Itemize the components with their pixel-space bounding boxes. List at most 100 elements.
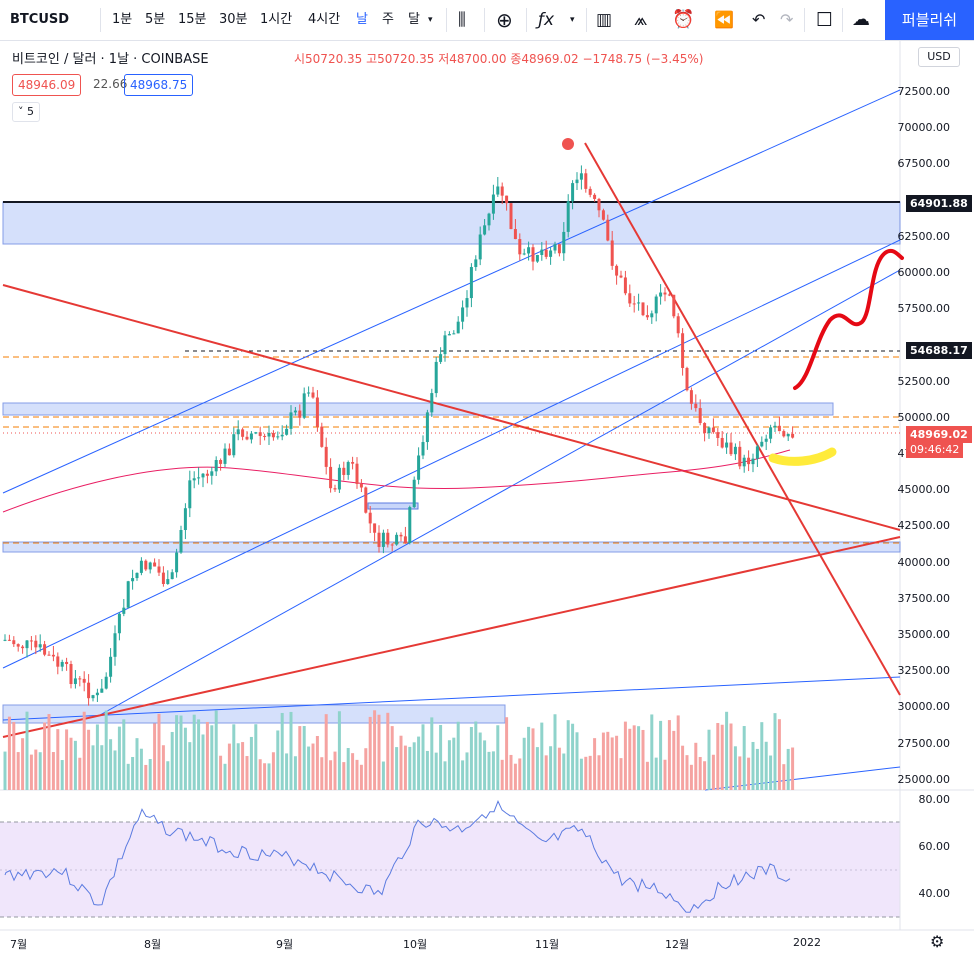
volume-bar [232, 724, 236, 790]
moving-average-line [2, 449, 791, 513]
candle-body [333, 488, 337, 490]
interval-5m[interactable]: 5분 [145, 12, 166, 27]
candle-body [588, 188, 592, 195]
candle-body [430, 393, 434, 413]
volume-bar [122, 719, 126, 790]
interval-4h[interactable]: 4시간 [308, 12, 341, 27]
volume-bar [197, 719, 201, 790]
interval-15m[interactable]: 15분 [178, 12, 207, 27]
candle-body [606, 219, 610, 241]
candle-body [527, 247, 531, 254]
interval-week[interactable]: 주 [382, 12, 394, 27]
candle-body [29, 640, 33, 642]
candle-body [179, 530, 183, 553]
volume-bar [491, 751, 495, 790]
volume-bar [95, 724, 99, 790]
alert-icon[interactable]: ⏰ [672, 9, 695, 30]
spread-value: 22.66 [93, 77, 128, 91]
volume-bar [500, 759, 504, 790]
volume-bar [12, 722, 16, 790]
interval-1m[interactable]: 1분 [112, 12, 133, 27]
candle-body [667, 294, 671, 296]
price-axis-label: 50000.00 [897, 410, 951, 424]
mid-zone [2, 402, 834, 416]
candle-body [689, 390, 693, 404]
candles-icon[interactable]: ⫼ [458, 10, 466, 30]
interval-month[interactable]: 달 [408, 12, 420, 27]
candle-body [373, 523, 377, 533]
volume-bar [91, 745, 95, 790]
price-axis-label: 40000.00 [897, 555, 951, 569]
rsi-axis-60: 60.00 [918, 840, 951, 853]
templates-icon[interactable]: ⩕ [634, 10, 648, 30]
interval-day[interactable]: 날 [356, 12, 368, 27]
cloud-save-icon[interactable]: ☁ [852, 9, 870, 30]
candle-body [729, 442, 733, 455]
candle-body [249, 433, 253, 440]
volume-bar [562, 753, 566, 790]
currency-select[interactable]: USD [918, 47, 960, 67]
volume-bar [417, 736, 421, 790]
time-label-dec: 12월 [665, 938, 690, 951]
layout-icon[interactable]: ☐ [816, 9, 834, 31]
volume-bar [170, 731, 174, 790]
volume-bar [386, 712, 390, 790]
projection-path [793, 248, 904, 390]
volume-bar [113, 750, 117, 790]
volume-bar [522, 737, 526, 790]
candle-body [342, 467, 346, 475]
volume-bar [126, 763, 130, 790]
volume-bar [166, 761, 170, 790]
candle-body [87, 682, 91, 699]
volume-bar [439, 724, 443, 790]
candle-body [496, 186, 500, 195]
financials-icon[interactable]: ▥ [596, 10, 613, 30]
volume-bar [769, 755, 773, 790]
volume-bar [720, 724, 724, 790]
volume-bar [531, 728, 535, 790]
redo-icon[interactable]: ↷ [780, 10, 794, 29]
candle-body [663, 292, 667, 295]
candle-body [733, 446, 737, 455]
candle-body [293, 410, 297, 413]
volume-bar [421, 724, 425, 790]
symbol-search[interactable]: BTCUSD [10, 12, 70, 27]
volume-bar [447, 740, 451, 790]
volume-bar [742, 726, 746, 790]
candle-body [566, 201, 570, 232]
candle-body [681, 333, 685, 368]
indicators-icon[interactable]: ƒx [538, 10, 555, 30]
publish-button[interactable]: 퍼블리쉬 [885, 0, 974, 40]
undo-icon[interactable]: ↶ [752, 10, 766, 29]
settings-gear-icon[interactable]: ⚙ [930, 932, 945, 951]
candle-body [703, 423, 707, 434]
volume-bar [777, 719, 781, 790]
volume-bar [280, 712, 284, 790]
ask-price[interactable]: 48968.75 [124, 74, 194, 96]
candle-body [201, 473, 205, 478]
replay-icon[interactable]: ⏪ [714, 10, 734, 29]
indicator-toggle[interactable]: ˅ 5 [12, 102, 40, 122]
candle-body [104, 676, 108, 689]
candle-body [122, 607, 126, 614]
candle-body [417, 455, 421, 480]
chevron-down-icon[interactable]: ▾ [428, 15, 433, 25]
divider [484, 8, 485, 32]
chevron-down-icon[interactable]: ▾ [570, 15, 575, 25]
volume-bar [703, 761, 707, 790]
candle-body [298, 410, 302, 418]
candle-body [425, 412, 429, 443]
chart-canvas[interactable] [0, 40, 974, 959]
volume-bar [43, 722, 47, 790]
interval-30m[interactable]: 30분 [219, 12, 248, 27]
interval-1h[interactable]: 1시간 [260, 12, 293, 27]
divider [804, 8, 805, 32]
bid-price[interactable]: 48946.09 [12, 74, 82, 96]
candle-body [65, 661, 69, 665]
candle-body [456, 321, 460, 334]
candle-body [280, 434, 284, 437]
volume-bar [764, 741, 768, 790]
candle-body [610, 240, 614, 266]
candle-body [777, 425, 781, 432]
add-compare-icon[interactable]: ⊕ [496, 8, 513, 32]
